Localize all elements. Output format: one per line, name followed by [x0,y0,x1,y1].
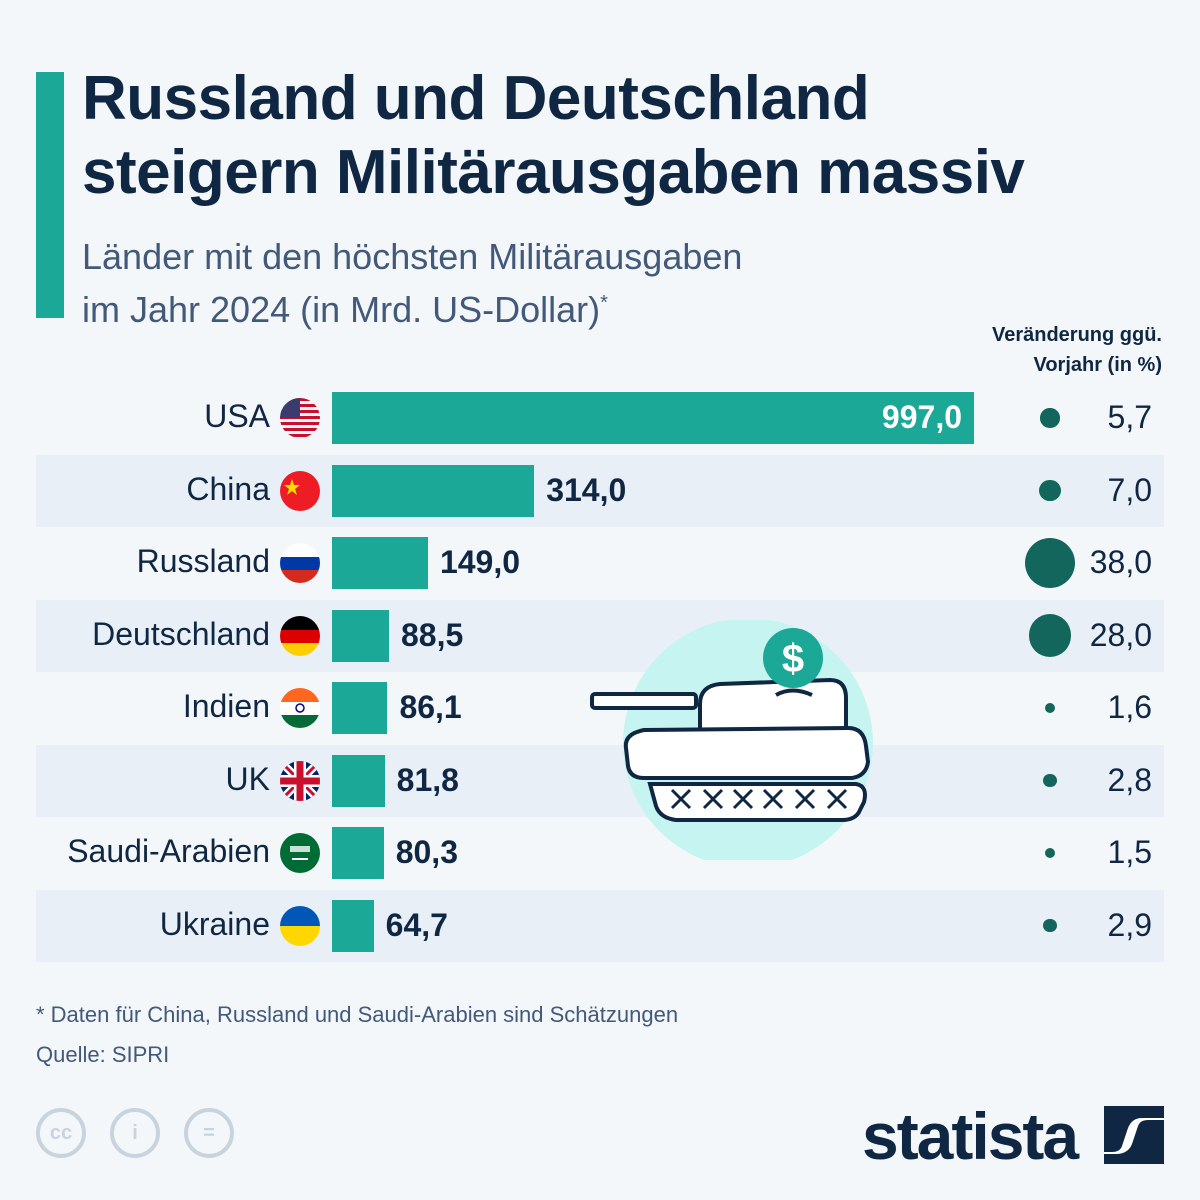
subtitle-footnote-marker: * [600,292,608,314]
bar [332,609,389,662]
subtitle-line-2-text: im Jahr 2024 (in Mrd. US-Dollar) [82,289,601,330]
title-accent-bar [36,72,64,318]
change-bubble [1043,773,1057,788]
no-derivatives-icon[interactable]: = [184,1108,234,1158]
saudi-arabia-flag-icon [280,833,320,873]
change-value-label: 1,5 [1107,834,1152,870]
bar [332,899,374,952]
category-label: UK [225,760,270,797]
change-bubble [1044,702,1056,714]
attribution-icon[interactable]: i [110,1108,160,1158]
change-value-label: 7,0 [1107,471,1152,508]
bar [332,537,428,589]
bar-value-label: 149,0 [439,544,521,580]
us-flag-icon [280,398,320,438]
india-flag-icon [280,688,320,728]
change-value-label: 1,6 [1107,689,1152,725]
bar [332,754,385,807]
uk-flag-icon [280,760,320,801]
change-bubble [1025,538,1075,588]
change-bubble [1040,408,1060,428]
change-header-line-1: Veränderung ggü. [991,324,1162,346]
change-column-header: Veränderung ggü. Vorjahr (in %) [992,320,1162,380]
bar [332,827,384,879]
category-label: USA [204,398,270,434]
row-background [36,744,1164,817]
bar-value-label: 997,0 [881,399,962,435]
title-line-1: Russland und Deutschland [82,64,870,133]
cc-icon[interactable]: cc [36,1108,86,1158]
change-bubble [1045,848,1055,858]
bar-value-label: 81,8 [396,761,459,798]
category-label: Indien [182,688,270,724]
change-bubble [1039,479,1061,502]
germany-flag-icon [280,615,320,656]
category-label: China [186,470,270,507]
bar [332,464,535,517]
source-link[interactable]: Quelle: SIPRI [36,1042,170,1067]
statista-logo-text[interactable]: statista [862,1099,1079,1173]
category-label: Saudi-Arabien [67,833,270,869]
bar [332,392,974,444]
china-flag-icon [280,470,320,511]
row-background [36,889,1164,962]
change-value-label: 38,0 [1089,544,1152,580]
bar-value-label: 64,7 [385,906,448,943]
change-value-label: 5,7 [1107,399,1152,435]
title-line-2: steigern Militärausgaben massiv [82,138,1025,207]
change-value-label: 28,0 [1089,616,1152,653]
change-header-line-2: Vorjahr (in %) [1033,354,1162,376]
no-derivatives-icon-label: = [203,1121,215,1144]
change-value-label: 2,8 [1107,761,1152,798]
cc-icon-label: cc [49,1121,73,1144]
tank-track-marks [670,788,848,810]
subtitle-line-1: Länder mit den höchsten Militärausgaben [82,236,743,277]
bar-value-label: 86,1 [399,689,462,725]
change-bubble [1043,918,1057,933]
bar [332,682,388,734]
footnote: * Daten für China, Russland und Saudi-Ar… [36,1002,679,1027]
row-background [36,599,1164,672]
ukraine-flag-icon [280,905,320,946]
svg-text:$: $ [782,637,804,681]
chart-title: Russland und Deutschland steigern Militä… [82,62,1182,210]
attribution-icon-label: i [132,1121,138,1144]
tank-with-dollar-icon: $ [590,620,873,860]
change-bubble [1028,614,1072,657]
bar-value-label: 314,0 [546,471,627,508]
bar-value-label: 80,3 [395,834,458,870]
subtitle-line-2: im Jahr 2024 (in Mrd. US-Dollar)* [82,280,742,333]
category-label: Ukraine [159,905,270,942]
category-label: Russland [136,543,270,579]
statista-logo-icon[interactable] [1104,1106,1164,1164]
row-background [36,454,1164,527]
bar-value-label: 88,5 [400,616,464,653]
russia-flag-icon [280,543,320,583]
change-value-label: 2,9 [1107,906,1152,943]
chart-subtitle: Länder mit den höchsten Militärausgaben … [82,234,742,333]
category-label: Deutschland [92,615,270,652]
